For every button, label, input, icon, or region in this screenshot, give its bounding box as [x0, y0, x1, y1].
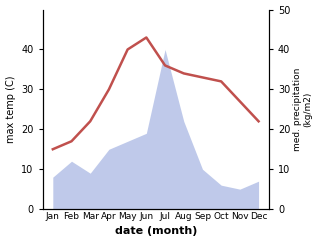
- Y-axis label: max temp (C): max temp (C): [5, 76, 16, 143]
- X-axis label: date (month): date (month): [114, 227, 197, 236]
- Y-axis label: med. precipitation
(kg/m2): med. precipitation (kg/m2): [293, 68, 313, 151]
